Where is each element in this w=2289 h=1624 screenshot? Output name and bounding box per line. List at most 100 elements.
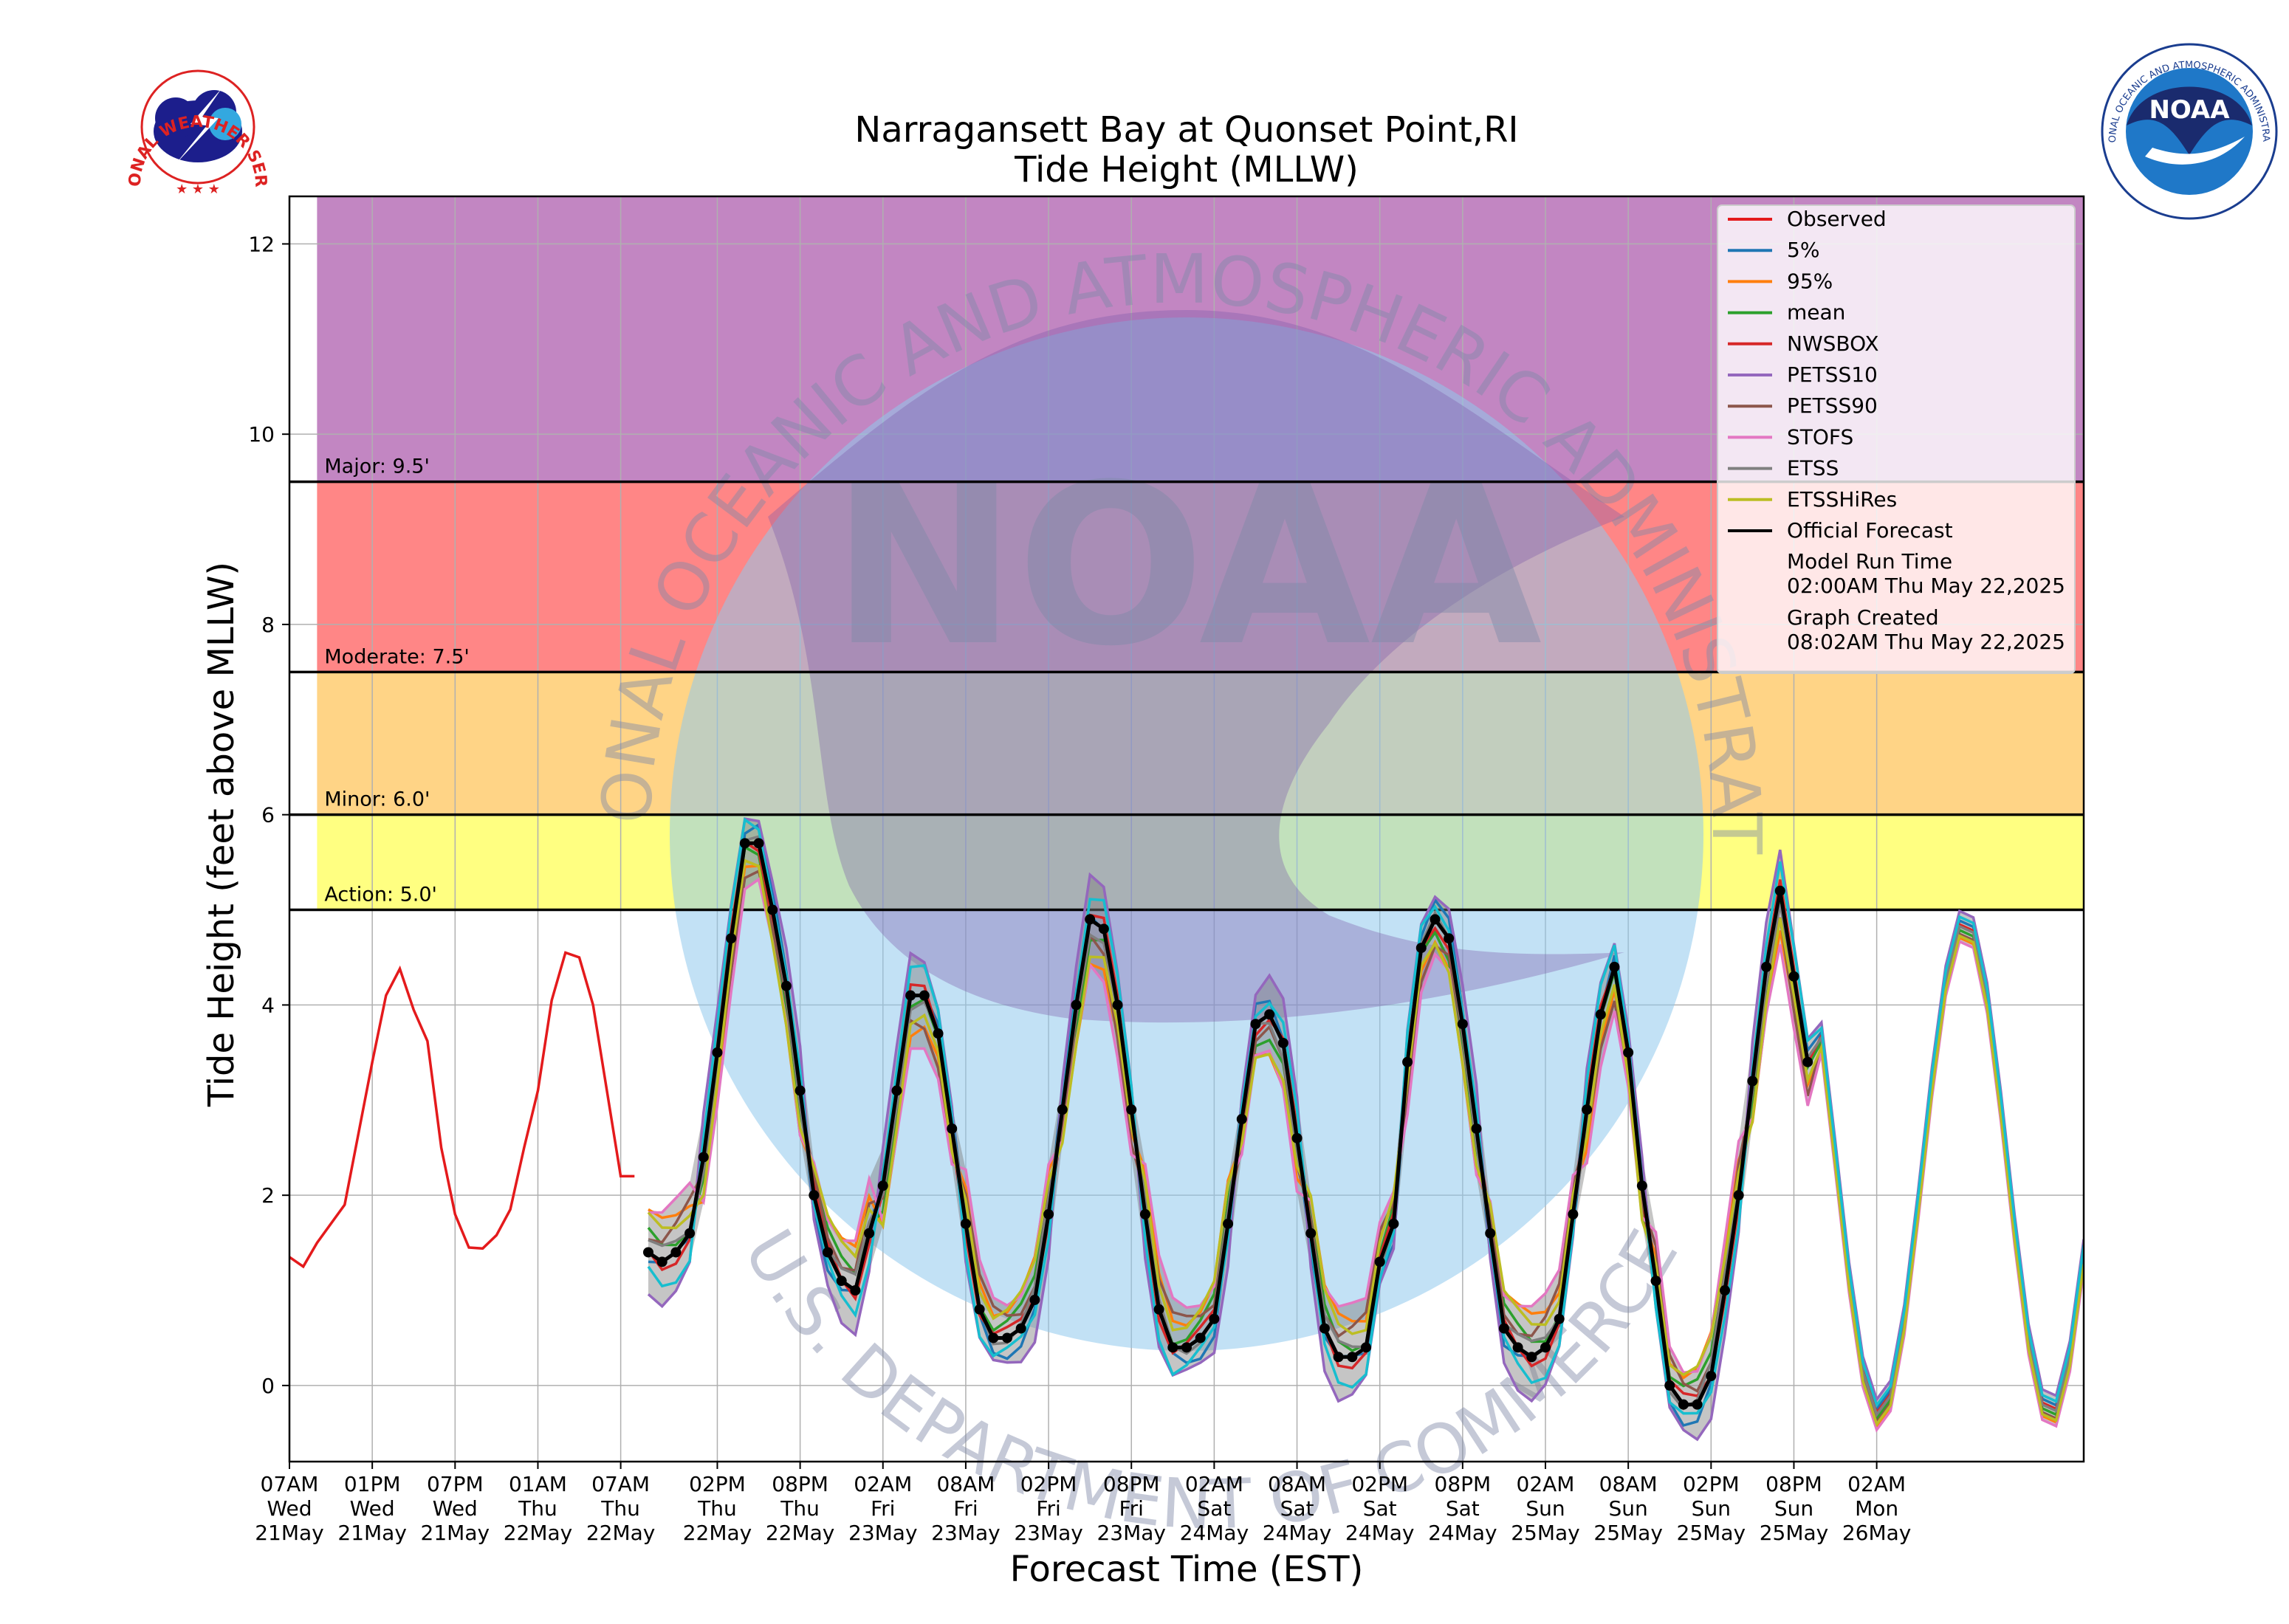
legend-entry-3: mean (1787, 300, 1845, 325)
x-tick-label-11-0: 02AM (1185, 1472, 1243, 1496)
y-tick-label-6: 12 (248, 232, 275, 256)
x-tick-label-1-2: 21May (337, 1521, 407, 1545)
x-tick-label-9-1: Fri (1036, 1496, 1060, 1521)
legend-entry-5: PETSS10 (1787, 362, 1878, 387)
y-tick-label-0: 0 (261, 1374, 275, 1398)
x-tick-label-5-1: Thu (697, 1496, 737, 1521)
official-forecast-point (1595, 1009, 1606, 1020)
x-tick-label-11-1: Sat (1197, 1496, 1231, 1521)
x-tick-label-16-0: 08AM (1599, 1472, 1658, 1496)
x-tick-label-3-0: 01AM (509, 1472, 567, 1496)
official-forecast-point (1223, 1218, 1234, 1229)
official-forecast-point (1195, 1332, 1206, 1343)
legend-entry-2: 95% (1787, 269, 1833, 293)
x-tick-label-19-2: 26May (1842, 1521, 1912, 1545)
x-tick-label-12-2: 24May (1263, 1521, 1332, 1545)
official-forecast-point (1112, 999, 1123, 1011)
official-forecast-point (1071, 999, 1082, 1011)
noaa-logo-top-icon (2127, 86, 2252, 155)
nws-stars-icon: ★ ★ ★ (176, 182, 220, 197)
official-forecast-point (1153, 1304, 1164, 1315)
x-tick-label-6-1: Thu (780, 1496, 820, 1521)
official-forecast-point (891, 1085, 902, 1096)
legend-entry-7: STOFS (1787, 424, 1853, 449)
official-forecast-point (1485, 1228, 1496, 1239)
x-tick-label-9-0: 02PM (1020, 1472, 1077, 1496)
legend-entry-0: Observed (1787, 207, 1887, 231)
official-forecast-point (1388, 1218, 1399, 1229)
official-forecast-point (1402, 1056, 1413, 1067)
watermark-noaa-text: NOAA (831, 437, 1544, 695)
official-forecast-point (795, 1085, 806, 1096)
official-forecast-point (1664, 1380, 1675, 1391)
x-tick-label-1-1: Wed (350, 1496, 395, 1521)
y-tick-label-1: 2 (261, 1183, 275, 1208)
threshold-label-3: Major: 9.5' (324, 455, 430, 478)
official-forecast-point (1802, 1056, 1813, 1067)
x-tick-label-17-0: 02PM (1683, 1472, 1740, 1496)
x-tick-label-4-0: 07AM (591, 1472, 650, 1496)
x-tick-label-7-2: 23May (848, 1521, 918, 1545)
x-tick-label-0-0: 07AM (261, 1472, 319, 1496)
official-forecast-point (1347, 1352, 1358, 1363)
x-tick-label-19-1: Mon (1855, 1496, 1898, 1521)
x-tick-label-3-2: 22May (504, 1521, 573, 1545)
x-tick-label-4-1: Thu (600, 1496, 640, 1521)
official-forecast-point (988, 1332, 999, 1343)
x-tick-label-13-1: Sat (1363, 1496, 1397, 1521)
official-forecast-point (1250, 1019, 1261, 1030)
official-forecast-point (1609, 961, 1620, 972)
official-forecast-point (1678, 1399, 1689, 1410)
official-forecast-point (1568, 1208, 1579, 1219)
x-tick-label-2-1: Wed (433, 1496, 478, 1521)
x-tick-label-15-2: 25May (1511, 1521, 1580, 1545)
official-forecast-point (947, 1123, 958, 1134)
x-tick-label-7-0: 02AM (854, 1472, 912, 1496)
x-tick-label-7-1: Fri (871, 1496, 895, 1521)
x-tick-label-3-1: Thu (518, 1496, 557, 1521)
y-axis-ticks: 0 2 4 6 8 10 12 (248, 232, 289, 1398)
x-tick-label-13-2: 24May (1345, 1521, 1415, 1545)
official-forecast-point (864, 1228, 875, 1239)
y-tick-label-4: 8 (261, 613, 275, 637)
observed-line (289, 951, 635, 1269)
official-forecast-point (1582, 1104, 1593, 1115)
legend-info-value-0: 02:00AM Thu May 22,2025 (1787, 574, 2065, 598)
official-forecast-point (1098, 923, 1109, 935)
x-tick-label-1-0: 01PM (344, 1472, 401, 1496)
x-tick-label-12-0: 08AM (1268, 1472, 1326, 1496)
official-forecast-point (1430, 914, 1441, 925)
official-forecast-point (712, 1047, 723, 1058)
official-forecast-point (1788, 971, 1799, 982)
official-forecast-point (809, 1190, 820, 1201)
x-tick-label-0-1: Wed (267, 1496, 312, 1521)
official-forecast-point (643, 1247, 653, 1258)
official-forecast-point (767, 904, 778, 915)
legend: Observed 5% 95% mean NWSBOX PETSS10 PETSS90 STO… (1717, 204, 2076, 674)
x-tick-label-8-0: 08AM (936, 1472, 995, 1496)
plot-frame (288, 195, 2085, 1463)
official-forecast-point (1747, 1076, 1758, 1087)
official-forecast-point (670, 1247, 682, 1258)
x-tick-label-10-2: 23May (1097, 1521, 1166, 1545)
official-forecast-point (1526, 1352, 1537, 1363)
official-forecast-point (1761, 961, 1772, 972)
x-tick-label-16-1: Sun (1609, 1496, 1648, 1521)
x-axis-ticks: 07AMWed21May01PMWed21May07PMWed21May01AM… (255, 1462, 1911, 1545)
threshold-label-0: Action: 5.0' (324, 884, 437, 906)
noaa-logo-text: NOAA (2149, 95, 2230, 125)
official-forecast-point (1264, 1009, 1275, 1020)
watermark-circle (670, 317, 1703, 1351)
watermark-gull-shape (768, 310, 1624, 1023)
official-forecast-point (1002, 1332, 1012, 1343)
official-forecast-point (780, 980, 792, 991)
official-forecast-point (1636, 1180, 1647, 1191)
x-tick-label-14-2: 24May (1428, 1521, 1497, 1545)
official-forecast-points (643, 838, 1813, 1410)
x-tick-label-0-2: 21May (255, 1521, 324, 1545)
official-forecast-point (1457, 1019, 1468, 1030)
series-layer (289, 817, 2084, 1442)
official-forecast-point (1692, 1399, 1703, 1410)
official-forecast-point (698, 1152, 709, 1163)
